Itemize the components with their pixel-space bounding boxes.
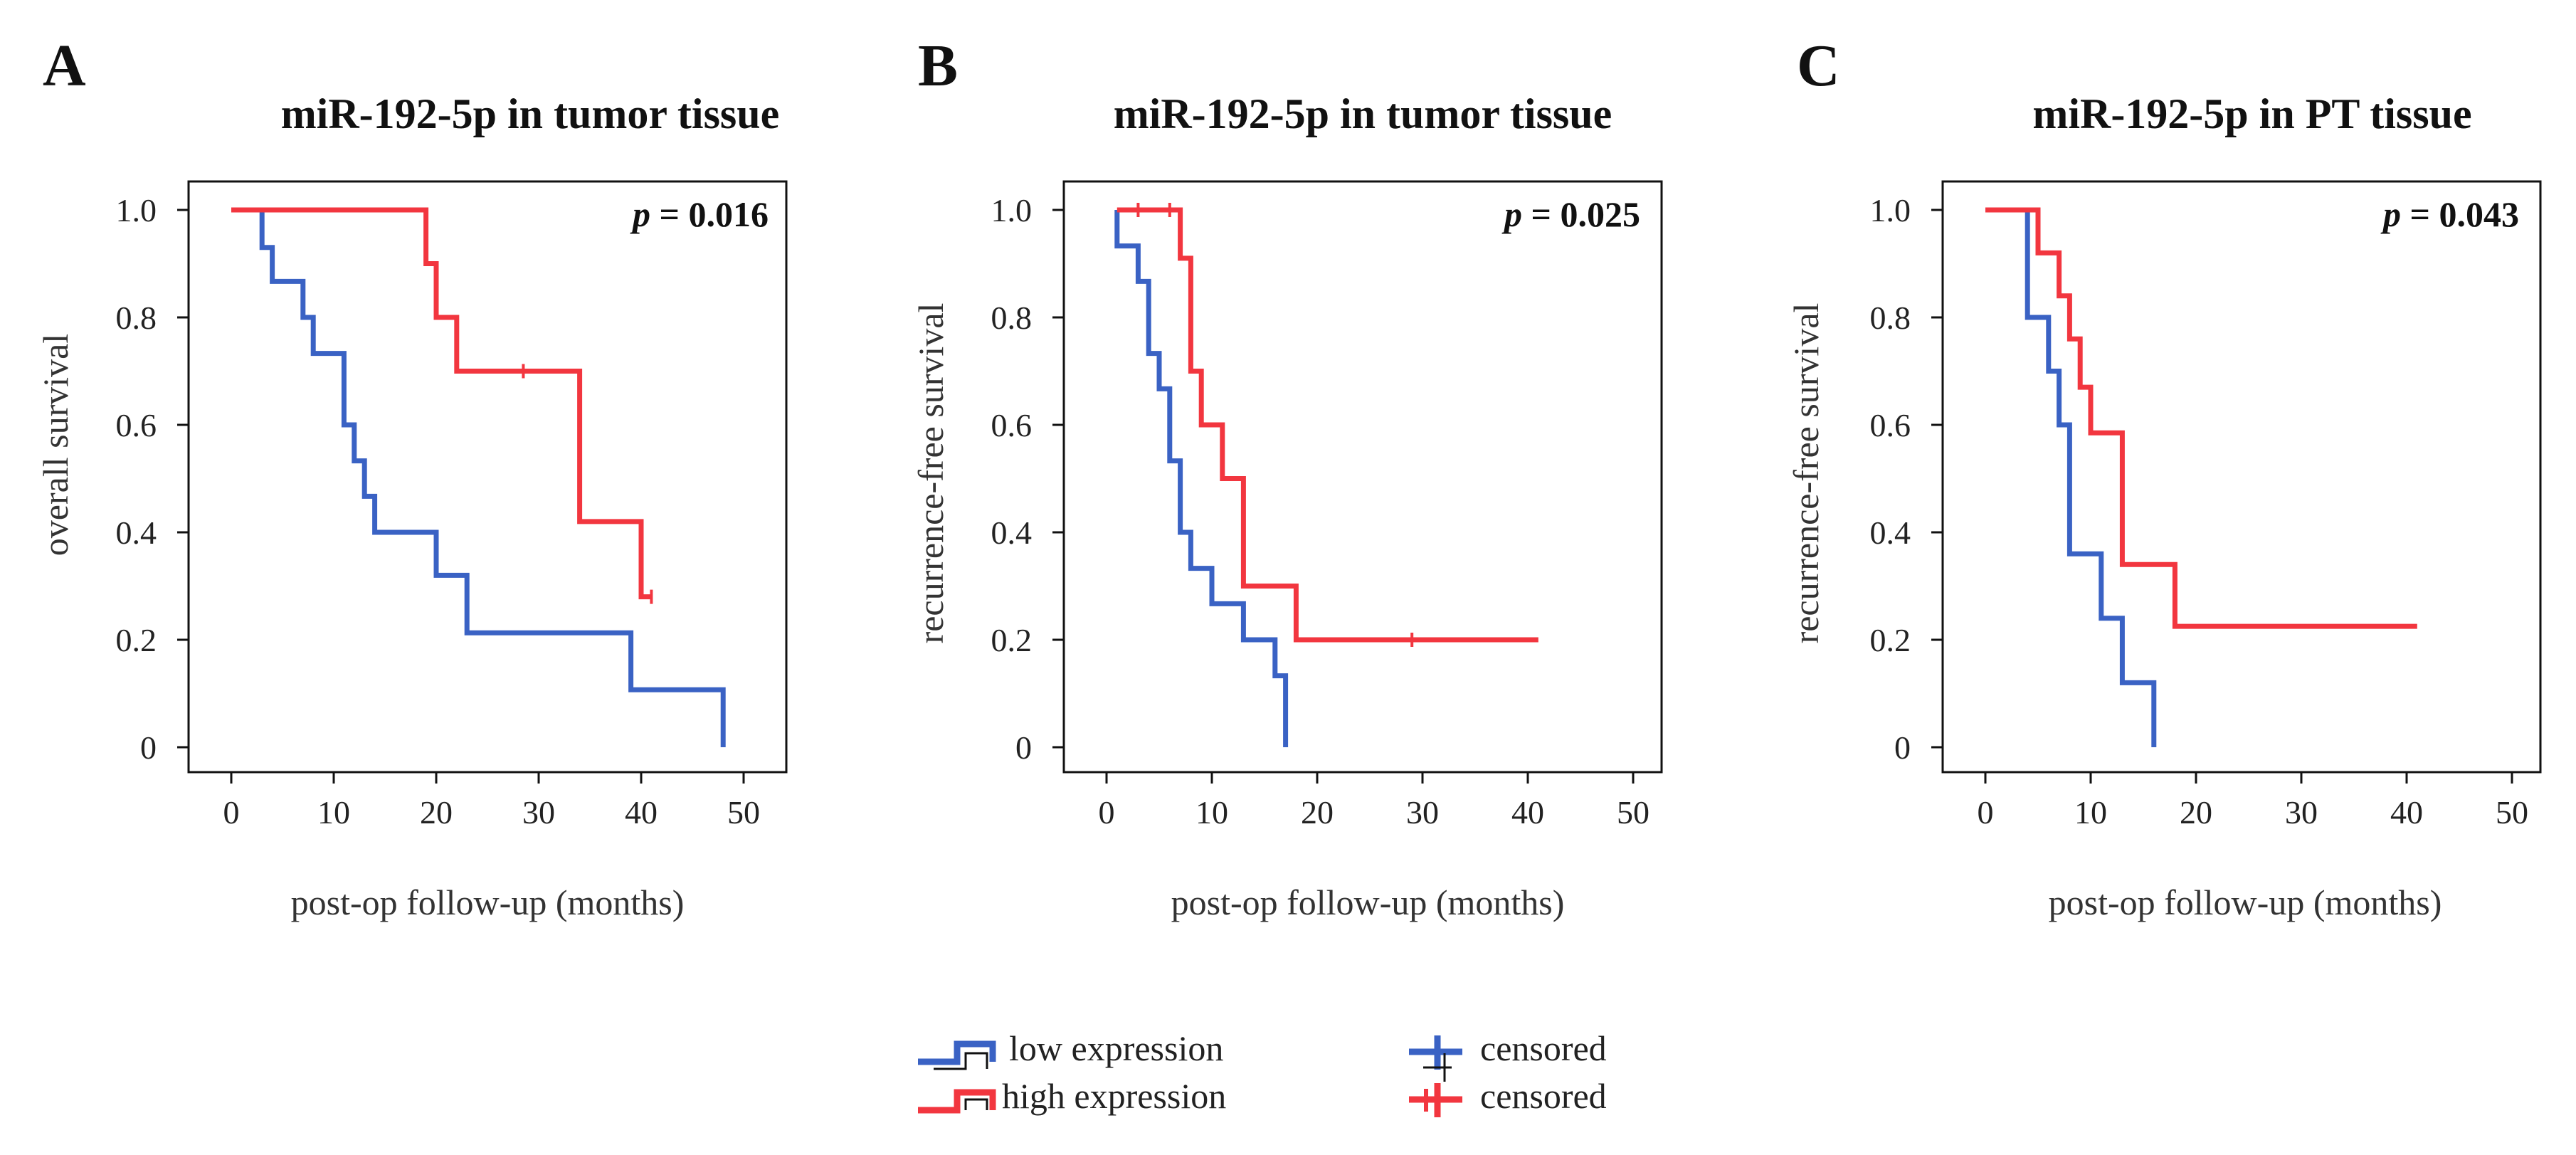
legend-label-high: high expression [1002, 1076, 1226, 1116]
x-tick-label: 20 [1301, 794, 1334, 830]
y-tick-label: 0.4 [116, 515, 157, 551]
p-value: p = 0.043 [2380, 194, 2519, 234]
legend-label-censored-low: censored [1480, 1028, 1607, 1068]
x-tick-label: 20 [2180, 794, 2212, 830]
legend-swatch-low-shadow [934, 1052, 988, 1070]
y-tick-label: 0.8 [1870, 300, 1911, 336]
y-tick-label: 0.2 [991, 622, 1033, 658]
x-tick-label: 50 [2496, 794, 2528, 830]
legend-item-high: high expression [918, 1076, 1226, 1116]
legend-swatch-high-shadow [964, 1098, 988, 1110]
y-tick-label: 0.4 [991, 515, 1033, 551]
legend-swatch-low [918, 1040, 996, 1065]
legend-label-censored-high: censored [1480, 1076, 1607, 1116]
y-tick-label: 0.2 [1870, 622, 1911, 658]
x-tick-label: 40 [2390, 794, 2423, 830]
x-tick-label: 10 [1195, 794, 1228, 830]
y-axis-label: overall survival [36, 334, 75, 556]
y-tick-label: 1.0 [991, 192, 1033, 228]
y-tick-label: 1.0 [1870, 192, 1911, 228]
km-curve-low [1114, 210, 1289, 747]
plot-frame [187, 180, 788, 774]
x-tick-label: 10 [317, 794, 350, 830]
y-tick-label: 0.6 [1870, 407, 1911, 443]
km-curve-low [231, 207, 726, 747]
y-tick-label: 0.6 [991, 407, 1033, 443]
panel-a: A miR-192-5p in tumor tissue overall sur… [36, 33, 788, 922]
km-curve-low [1985, 207, 2157, 747]
legend-label-low: low expression [1009, 1028, 1223, 1068]
chart-title: miR-192-5p in PT tissue [2032, 90, 2471, 137]
plot-frame [1941, 180, 2542, 774]
y-axis-label: recurrence-free survival [1786, 303, 1826, 644]
x-tick-label: 30 [1406, 794, 1439, 830]
x-tick-label: 30 [522, 794, 555, 830]
p-number: = 0.043 [2401, 194, 2519, 234]
km-curve-high [1985, 207, 2417, 629]
x-axis-label: post-op follow-up (months) [291, 882, 685, 922]
legend-item-low: low expression [918, 1028, 1223, 1070]
x-tick-label: 0 [1099, 794, 1115, 830]
p-symbol: p [630, 194, 650, 234]
x-tick-label: 0 [223, 794, 240, 830]
chart-title: miR-192-5p in tumor tissue [281, 90, 780, 137]
legend-item-censored-high: censored [1409, 1076, 1607, 1117]
x-tick-label: 0 [1978, 794, 1994, 830]
y-tick-label: 0.4 [1870, 515, 1911, 551]
x-tick-label: 40 [1511, 794, 1544, 830]
km-curve-high [1117, 207, 1538, 643]
y-axis-label: recurrence-free survival [911, 303, 951, 644]
km-curve-high [231, 207, 652, 600]
legend-item-censored-low: censored [1409, 1028, 1607, 1082]
p-number: = 0.016 [650, 194, 769, 234]
y-tick-label: 0 [1894, 729, 1911, 766]
x-tick-label: 40 [625, 794, 658, 830]
legend: low expression high expression censored … [918, 1028, 1607, 1117]
plot-frame [1062, 180, 1663, 774]
panel-letter: B [918, 33, 958, 99]
y-tick-label: 0.2 [116, 622, 157, 658]
x-tick-label: 10 [2074, 794, 2107, 830]
y-tick-label: 0 [1015, 729, 1032, 766]
y-tick-label: 0.6 [116, 407, 157, 443]
p-symbol: p [2380, 194, 2401, 234]
plot-area-c: 0 10 20 30 40 50 0 0.2 0.4 0.6 0.8 1.0 [1870, 180, 2542, 830]
panel-b: B miR-192-5p in tumor tissue recurrence-… [911, 33, 1663, 922]
plot-area-b: 0 10 20 30 40 50 0 0.2 0.4 0.6 0.8 1.0 [991, 180, 1663, 830]
p-symbol: p [1501, 194, 1522, 234]
x-axis-label: post-op follow-up (months) [1171, 882, 1565, 922]
plot-area-a: 0 10 20 30 40 50 0 0.2 0.4 0.6 0.8 1.0 [116, 180, 788, 830]
y-tick-label: 1.0 [116, 192, 157, 228]
x-axis-label: post-op follow-up (months) [2049, 882, 2442, 922]
p-number: = 0.025 [1522, 194, 1640, 234]
chart-title: miR-192-5p in tumor tissue [1114, 90, 1612, 137]
x-tick-label: 50 [1617, 794, 1649, 830]
y-tick-label: 0.8 [991, 300, 1033, 336]
y-tick-label: 0 [140, 729, 157, 766]
y-tick-label: 0.8 [116, 300, 157, 336]
panel-c: C miR-192-5p in PT tissue recurrence-fre… [1786, 33, 2542, 922]
x-tick-label: 20 [420, 794, 453, 830]
panel-letter: A [43, 33, 86, 99]
legend-swatch-high [918, 1089, 996, 1114]
p-value: p = 0.016 [630, 194, 769, 234]
p-value: p = 0.025 [1501, 194, 1640, 234]
x-tick-label: 30 [2285, 794, 2318, 830]
panel-letter: C [1797, 33, 1840, 99]
x-tick-label: 50 [727, 794, 760, 830]
